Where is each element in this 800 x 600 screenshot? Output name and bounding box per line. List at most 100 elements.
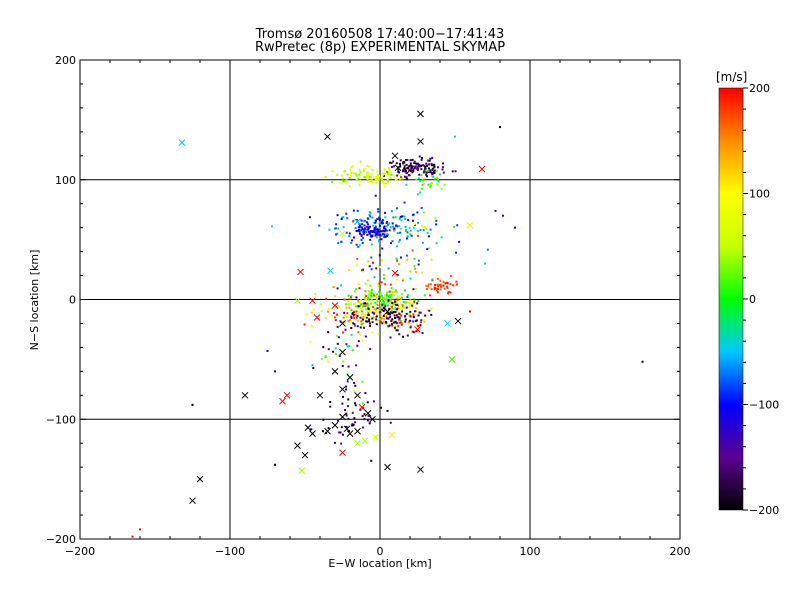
scatter-point	[373, 177, 376, 180]
scatter-point	[412, 169, 415, 172]
scatter-point	[376, 173, 379, 176]
scatter-point	[344, 328, 347, 331]
scatter-point	[371, 230, 374, 233]
scatter-point	[388, 167, 391, 170]
scatter-point	[431, 169, 434, 172]
scatter-point	[359, 226, 362, 229]
scatter-point	[364, 282, 367, 285]
scatter-cross	[331, 302, 339, 309]
scatter-point	[396, 304, 399, 307]
x-tick-label: −200	[65, 545, 95, 558]
scatter-point	[339, 431, 342, 434]
scatter-point	[387, 223, 390, 226]
scatter-point	[436, 291, 439, 294]
scatter-point	[469, 310, 471, 313]
scatter-point	[365, 175, 368, 178]
scatter-point	[359, 326, 362, 329]
scatter-point	[362, 170, 365, 173]
scatter-point	[417, 314, 420, 317]
scatter-point	[424, 167, 427, 170]
scatter-point	[429, 169, 432, 172]
scatter-point	[334, 347, 337, 350]
cross-stroke	[196, 475, 204, 483]
scatter-point	[334, 295, 337, 298]
colorbar-tick-label: 100	[749, 188, 770, 201]
scatter-point	[374, 234, 377, 237]
scatter-point	[387, 317, 390, 320]
scatter-point	[350, 171, 353, 174]
scatter-point	[308, 216, 311, 219]
scatter-point	[348, 268, 351, 271]
scatter-point	[398, 312, 401, 315]
scatter-cross	[241, 391, 249, 399]
scatter-point	[357, 245, 360, 248]
scatter-point	[420, 168, 423, 171]
scatter-point	[381, 306, 384, 309]
scatter-point	[353, 316, 356, 319]
scatter-point	[357, 331, 360, 334]
scatter-cross	[448, 356, 456, 363]
scatter-point	[427, 183, 430, 186]
scatter-point	[379, 298, 382, 301]
scatter-point	[364, 176, 367, 179]
scatter-point	[431, 164, 434, 167]
scatter-point	[380, 307, 383, 310]
scatter-point	[389, 293, 392, 296]
scatter-point	[428, 186, 431, 189]
scatter-point	[382, 314, 385, 317]
scatter-point	[363, 230, 366, 233]
scatter-point	[398, 321, 401, 324]
scatter-point	[392, 160, 395, 163]
scatter-point	[395, 297, 398, 300]
scatter-point	[396, 329, 399, 332]
scatter-point	[392, 302, 395, 305]
scatter-point	[389, 296, 392, 299]
scatter-point	[385, 296, 388, 299]
scatter-point	[372, 400, 375, 403]
scatter-point	[375, 323, 378, 326]
scatter-point	[407, 165, 410, 168]
scatter-point	[373, 227, 376, 230]
scatter-point	[364, 290, 367, 293]
scatter-point	[374, 301, 377, 304]
scatter-point	[357, 299, 360, 302]
scatter-point	[422, 229, 425, 232]
scatter-point	[407, 320, 410, 323]
scatter-point	[399, 174, 402, 177]
scatter-point	[328, 228, 331, 231]
scatter-cross	[324, 133, 331, 140]
scatter-cross	[346, 373, 354, 381]
x-tick-label: −100	[215, 545, 245, 558]
scatter-point	[348, 235, 351, 238]
scatter-point	[368, 320, 371, 323]
scatter-point	[360, 303, 363, 306]
scatter-point	[191, 403, 194, 406]
scatter-point	[409, 304, 412, 307]
cross-stroke	[301, 451, 309, 459]
scatter-point	[368, 211, 371, 214]
scatter-point	[385, 295, 388, 298]
scatter-point	[367, 290, 370, 293]
scatter-point	[348, 320, 351, 323]
cross-stroke	[324, 133, 331, 140]
scatter-point	[366, 401, 369, 404]
scatter-point	[431, 278, 434, 281]
scatter-point	[358, 287, 361, 290]
scatter-point	[358, 173, 361, 176]
scatter-point	[341, 216, 344, 219]
scatter-point	[409, 277, 412, 280]
scatter-point	[442, 280, 445, 283]
scatter-point	[455, 283, 458, 286]
scatter-point	[383, 167, 386, 170]
scatter-point	[322, 346, 325, 349]
cross-stroke	[384, 308, 391, 315]
scatter-point	[381, 259, 384, 262]
scatter-point	[336, 342, 339, 345]
cross-stroke	[466, 221, 474, 229]
scatter-point	[369, 238, 372, 241]
scatter-point	[341, 174, 344, 177]
scatter-point	[353, 302, 356, 305]
scatter-point	[404, 318, 407, 321]
scatter-point	[351, 423, 354, 426]
scatter-point	[353, 389, 356, 392]
